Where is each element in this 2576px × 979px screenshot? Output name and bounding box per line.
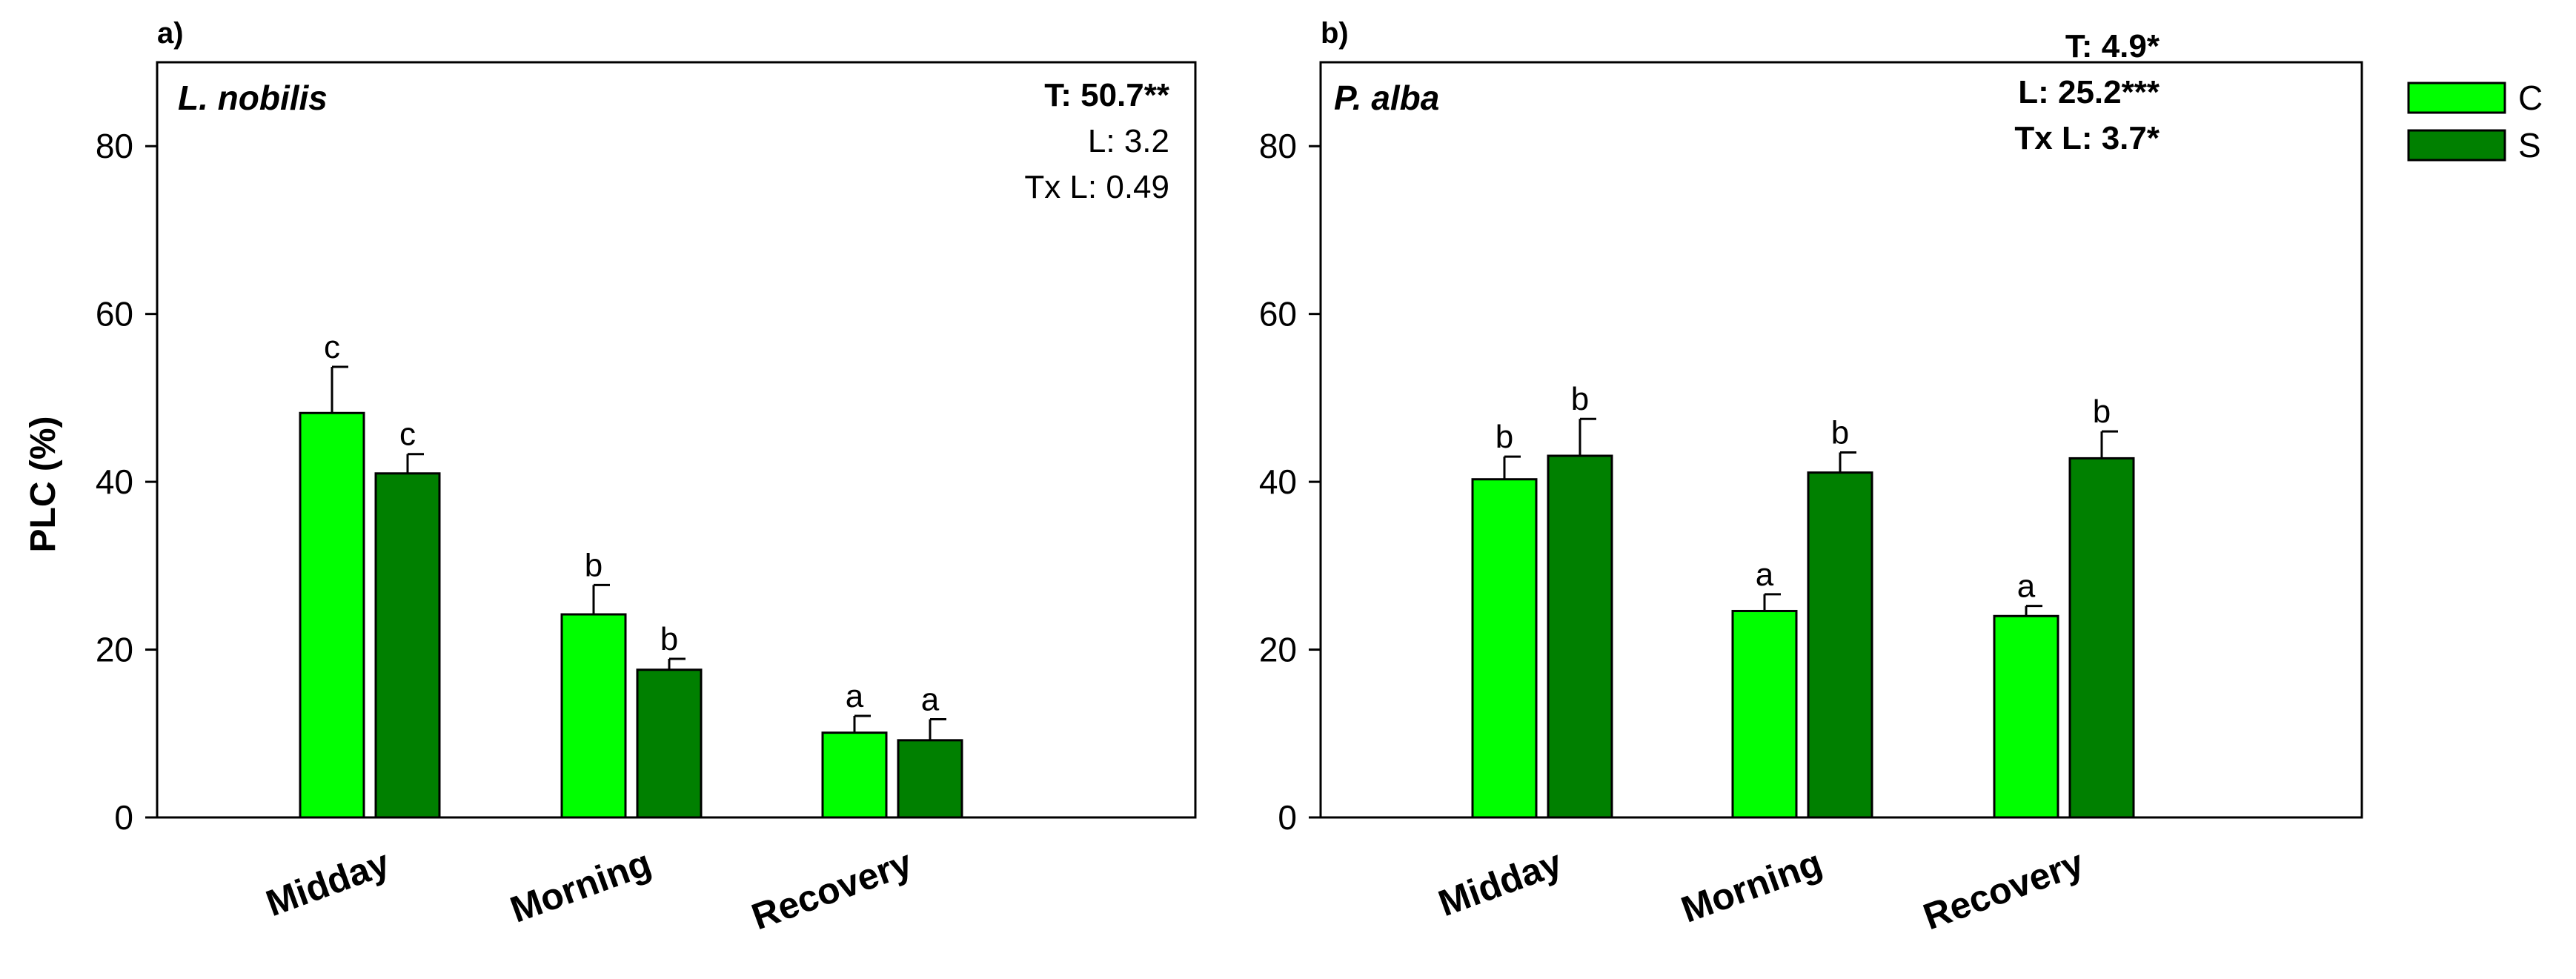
y-axis-label: PLC (%) (24, 417, 63, 553)
significance-letter: b (660, 621, 678, 657)
significance-letter: b (585, 547, 602, 583)
y-tick-label: 40 (1259, 462, 1297, 501)
significance-letter: b (1496, 419, 1513, 455)
bar-s (897, 739, 963, 819)
significance-letter: a (2017, 568, 2036, 605)
significance-letter: a (1756, 557, 1774, 593)
bar-c (1471, 478, 1538, 819)
bar-s (1547, 454, 1613, 819)
y-tick-label: 0 (114, 798, 133, 837)
species-label: P. alba (1334, 79, 1439, 117)
significance-letter: a (921, 682, 940, 718)
significance-letter: c (399, 417, 416, 453)
panel-label: b) (1321, 17, 1349, 50)
y-tick-label: 60 (96, 295, 133, 333)
y-tick-label: 60 (1259, 295, 1297, 333)
bar-s (1807, 471, 1873, 819)
significance-letter: c (324, 329, 340, 365)
x-tick-label: Recovery (1918, 842, 2089, 938)
bar-c (299, 411, 365, 819)
bar-c (1993, 614, 2059, 819)
x-tick-label: Midday (261, 842, 395, 925)
legend-swatch-c (2407, 82, 2506, 114)
species-label: L. nobilis (178, 79, 328, 117)
legend-swatch-s (2407, 129, 2506, 162)
y-tick-label: 80 (96, 127, 133, 165)
panel-label: a) (157, 17, 184, 50)
bar-c (821, 731, 888, 819)
y-tick-label: 80 (1259, 127, 1297, 165)
x-tick-label: Morning (1676, 842, 1827, 931)
stat-text: T: 4.9* (2065, 28, 2160, 64)
stat-text: L: 3.2 (1088, 123, 1169, 159)
legend: CS (2407, 79, 2543, 165)
x-tick-label: Recovery (746, 842, 917, 938)
bar-s (374, 472, 441, 819)
bar-c (1731, 609, 1798, 819)
x-tick-label: Midday (1433, 842, 1567, 925)
stat-text: Tx L: 3.7* (2014, 120, 2160, 156)
significance-letter: b (2093, 394, 2111, 430)
stat-text: Tx L: 0.49 (1024, 169, 1169, 205)
y-tick-label: 0 (1278, 798, 1297, 837)
panel-a: 0 20 40 60 80 a) L. nobilis PLC (%) T: 50.7** L: … (24, 17, 1197, 938)
panel-b: 0 20 40 60 80 b) P. alba T: 4.9* L: 25.2*** Tx L:… (1259, 17, 2363, 938)
bar-c (560, 613, 627, 819)
stat-text: L: 25.2*** (2018, 74, 2160, 110)
y-tick-label: 20 (1259, 631, 1297, 669)
stat-text: T: 50.7** (1044, 77, 1170, 113)
x-tick-label: Morning (505, 842, 656, 931)
bar-s (636, 668, 703, 819)
legend-label: S (2518, 126, 2541, 165)
legend-label: C (2518, 79, 2543, 117)
significance-letter: b (1571, 381, 1589, 417)
significance-letter: a (846, 678, 864, 714)
y-tick-label: 20 (96, 631, 133, 669)
bar-s (2068, 457, 2135, 819)
significance-letter: b (1831, 414, 1849, 451)
y-tick-label: 40 (96, 462, 133, 501)
